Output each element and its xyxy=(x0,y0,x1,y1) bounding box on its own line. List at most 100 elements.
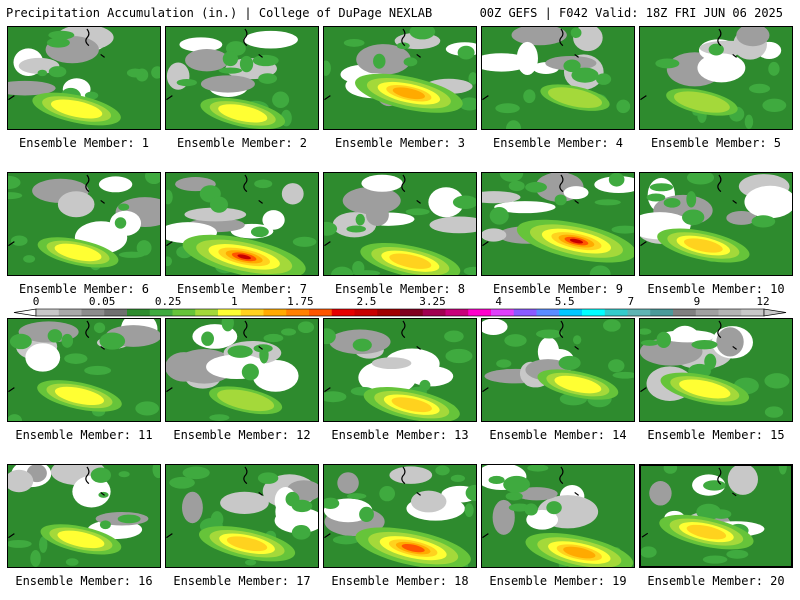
ensemble-member-map[interactable] xyxy=(7,318,161,422)
rain-area xyxy=(641,546,657,558)
rain-area xyxy=(48,30,75,40)
coastline xyxy=(8,466,105,539)
colorbar-swatch xyxy=(422,309,446,316)
colorbar-swatch xyxy=(673,309,697,316)
rain-area xyxy=(222,51,239,67)
rain-area xyxy=(495,103,520,114)
ensemble-member-map[interactable] xyxy=(323,464,477,568)
rain-area xyxy=(655,58,680,69)
rain-area xyxy=(23,255,36,263)
rain-area xyxy=(768,61,780,76)
ensemble-member-map[interactable] xyxy=(481,464,635,568)
ensemble-member-map[interactable] xyxy=(639,172,793,276)
ensemble-member-map[interactable] xyxy=(165,172,319,276)
rain-area xyxy=(686,191,697,208)
rain-area xyxy=(263,333,284,343)
ensemble-member-map[interactable] xyxy=(7,464,161,568)
rain-area xyxy=(84,91,99,100)
dry-area xyxy=(166,30,298,97)
rain-area xyxy=(444,330,464,343)
coastline xyxy=(166,28,263,101)
rain-area xyxy=(136,240,152,256)
precip-max-contour xyxy=(679,379,731,399)
ensemble-member-map[interactable] xyxy=(7,26,161,130)
ensemble-member-label: Ensemble Member: 17 xyxy=(173,574,311,588)
colorbar-swatch xyxy=(354,309,378,316)
rain-area xyxy=(126,68,144,78)
rain-area xyxy=(778,466,787,475)
rain-area xyxy=(64,353,88,364)
ensemble-member-map[interactable] xyxy=(639,464,793,568)
ensemble-member-label: Ensemble Member: 2 xyxy=(176,136,308,150)
ensemble-member-map[interactable] xyxy=(481,26,635,130)
rain-area xyxy=(352,270,381,275)
rain-area xyxy=(227,345,253,358)
ensemble-member-label: Ensemble Member: 3 xyxy=(334,136,466,150)
rain-area xyxy=(711,509,732,519)
ensemble-member-map[interactable] xyxy=(323,172,477,276)
ensemble-member-label: Ensemble Member: 13 xyxy=(331,428,469,442)
colorbar-swatch xyxy=(445,309,469,316)
colorbar-tick-label: 12 xyxy=(756,295,770,308)
rain-area xyxy=(435,465,450,476)
colorbar-swatch xyxy=(263,309,287,316)
rain-area xyxy=(8,539,32,548)
ensemble-member-map[interactable] xyxy=(165,318,319,422)
ensemble-member-label: Ensemble Member: 10 xyxy=(647,282,785,296)
ensemble-member-map[interactable] xyxy=(165,464,319,568)
coastline xyxy=(640,320,737,393)
ensemble-member-map[interactable] xyxy=(639,318,793,422)
ensemble-member-map[interactable] xyxy=(165,26,319,130)
rain-area xyxy=(324,221,338,236)
rain-area xyxy=(343,39,365,47)
ensemble-member-map[interactable] xyxy=(481,172,635,276)
rain-area xyxy=(297,321,315,334)
ensemble-member-map[interactable] xyxy=(639,26,793,130)
ensemble-member-map[interactable] xyxy=(7,172,161,276)
rain-area xyxy=(396,42,410,50)
rain-area xyxy=(764,373,790,389)
coastline xyxy=(324,28,421,101)
coastline xyxy=(8,174,105,247)
rain-area xyxy=(751,215,776,228)
rain-area xyxy=(8,414,23,421)
rain-area xyxy=(452,195,476,210)
rain-area xyxy=(346,493,367,500)
ensemble-member-label: Ensemble Member: 20 xyxy=(647,574,785,588)
rain-area xyxy=(686,173,715,185)
colorbar-tick-label: 9 xyxy=(693,295,701,308)
rain-area xyxy=(558,355,581,370)
ensemble-member-map[interactable] xyxy=(481,318,635,422)
ensemble-member-map[interactable] xyxy=(323,318,477,422)
colorbar-swatch xyxy=(400,309,424,316)
precip-max-contour xyxy=(548,87,603,108)
colorbar-swatch xyxy=(104,309,128,316)
rain-area xyxy=(10,235,28,246)
ensemble-member-map[interactable] xyxy=(323,26,477,130)
rain-area xyxy=(209,196,229,213)
dry-area xyxy=(329,329,454,396)
rain-area xyxy=(703,480,726,491)
precip-max-contour xyxy=(54,386,105,406)
precip-max-contour xyxy=(50,99,103,119)
rain-area xyxy=(182,466,210,480)
colorbar-swatch xyxy=(127,309,151,316)
rain-area xyxy=(84,365,112,376)
rain-area xyxy=(8,192,23,200)
colorbar-swatch xyxy=(172,309,196,316)
colorbar-tick-label: 3.25 xyxy=(419,295,446,308)
coastline xyxy=(324,466,421,539)
precip-max-contour xyxy=(401,543,425,553)
colorbar-tick-label: 0.05 xyxy=(88,295,116,308)
rain-area xyxy=(355,213,365,226)
precip-max-contour xyxy=(57,530,105,549)
colorbar-swatch xyxy=(650,309,674,316)
colorbar xyxy=(13,308,787,317)
rain-area xyxy=(596,73,612,85)
rain-area xyxy=(272,91,290,108)
rain-area xyxy=(764,406,784,418)
colorbar-swatch xyxy=(309,309,333,316)
ensemble-member-label: Ensemble Member: 16 xyxy=(15,574,153,588)
rain-area xyxy=(379,486,396,502)
rain-area xyxy=(489,207,509,225)
